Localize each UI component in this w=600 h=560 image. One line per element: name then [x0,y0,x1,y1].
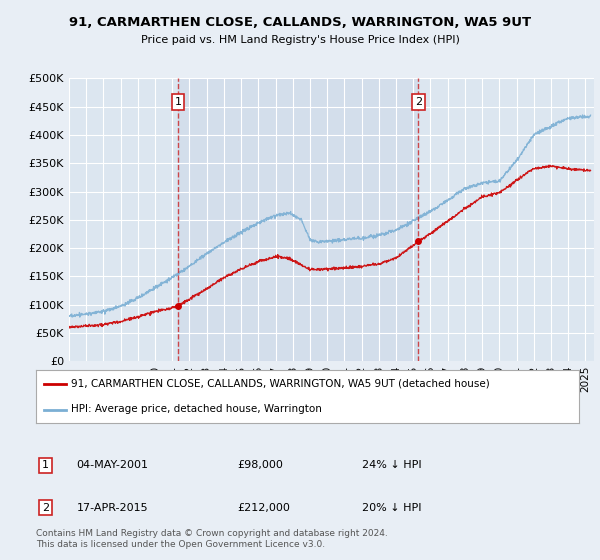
Text: £98,000: £98,000 [237,460,283,470]
Text: 91, CARMARTHEN CLOSE, CALLANDS, WARRINGTON, WA5 9UT (detached house): 91, CARMARTHEN CLOSE, CALLANDS, WARRINGT… [71,379,490,389]
Text: £212,000: £212,000 [237,502,290,512]
Text: 2: 2 [42,502,49,512]
Text: 04-MAY-2001: 04-MAY-2001 [77,460,149,470]
Text: 17-APR-2015: 17-APR-2015 [77,502,148,512]
Text: 1: 1 [175,97,181,107]
Text: Price paid vs. HM Land Registry's House Price Index (HPI): Price paid vs. HM Land Registry's House … [140,35,460,45]
Text: 1: 1 [42,460,49,470]
Text: 91, CARMARTHEN CLOSE, CALLANDS, WARRINGTON, WA5 9UT: 91, CARMARTHEN CLOSE, CALLANDS, WARRINGT… [69,16,531,29]
Bar [178,78,418,361]
Text: 20% ↓ HPI: 20% ↓ HPI [362,502,421,512]
Text: Contains HM Land Registry data © Crown copyright and database right 2024.
This d: Contains HM Land Registry data © Crown c… [36,529,388,549]
Text: 2: 2 [415,97,422,107]
Text: HPI: Average price, detached house, Warrington: HPI: Average price, detached house, Warr… [71,404,322,414]
Text: 24% ↓ HPI: 24% ↓ HPI [362,460,421,470]
